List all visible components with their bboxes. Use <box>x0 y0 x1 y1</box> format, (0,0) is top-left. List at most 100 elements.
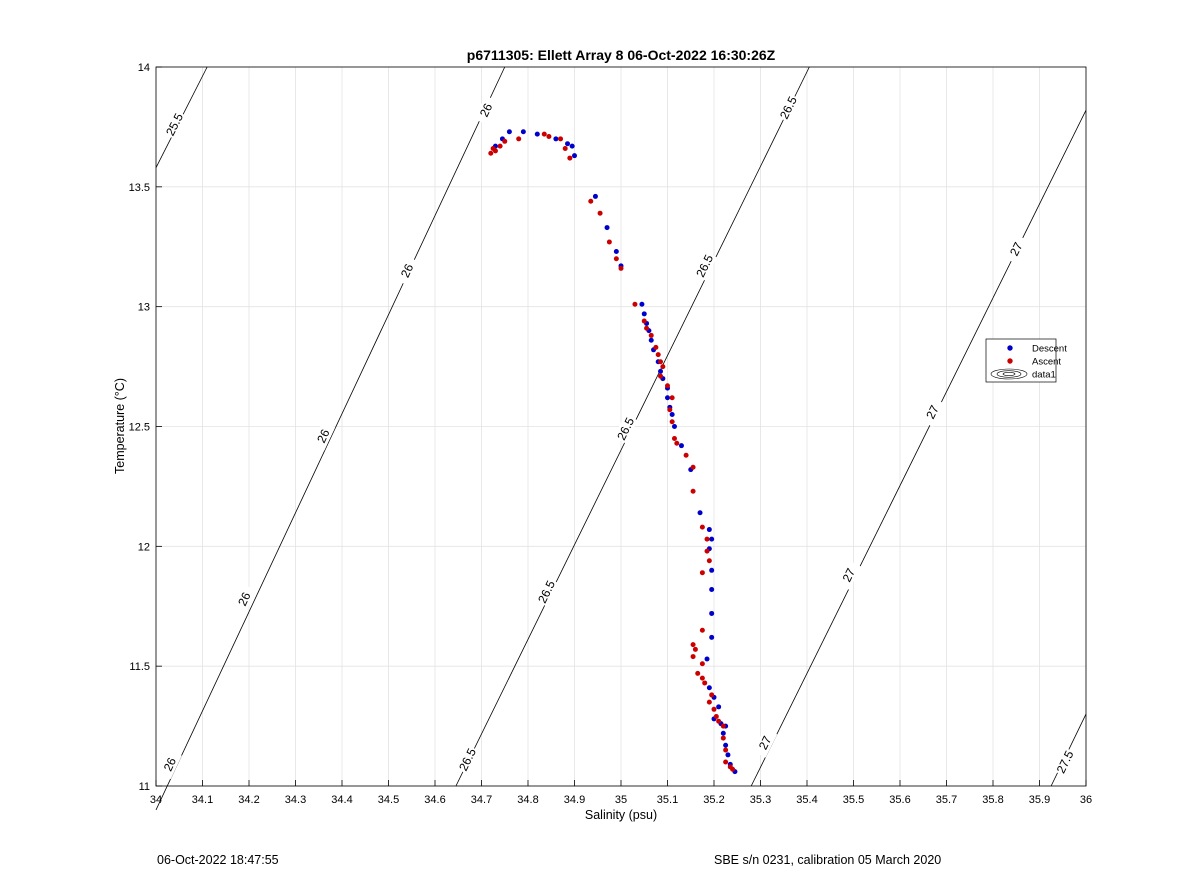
ascent-point <box>618 265 624 271</box>
contour-label-bg <box>534 577 559 607</box>
contour-label-bg <box>613 414 638 444</box>
descent-point <box>720 730 726 736</box>
descent-point <box>572 153 577 159</box>
descent-point <box>604 225 610 231</box>
x-tick-label: 34.7 <box>471 794 492 806</box>
x-tick-label: 35.9 <box>1029 794 1050 806</box>
ascent-point <box>702 680 708 686</box>
ascent-point <box>699 661 705 667</box>
ascent-point <box>558 136 564 142</box>
y-axis-label: Temperature (°C) <box>113 378 127 474</box>
legend-contour-icon <box>990 368 1028 380</box>
ascent-point <box>660 364 666 370</box>
x-tick-label: 35.4 <box>796 794 817 806</box>
y-tick-label: 11 <box>139 781 150 793</box>
x-tick-label: 36 <box>1080 794 1092 806</box>
ascent-point <box>699 675 705 681</box>
x-tick-label: 34.4 <box>331 794 352 806</box>
chart-title: p6711305: Ellett Array 8 06-Oct-2022 16:… <box>467 47 776 63</box>
ascent-point <box>567 155 573 161</box>
descent-point <box>709 634 715 640</box>
ascent-point <box>671 435 677 441</box>
x-axis: 34 34.1 34.2 34.3 34.4 34.5 34.6 34.7 34.8 34.9 35… <box>150 780 1092 806</box>
contour-label-bg <box>455 744 480 775</box>
contour-label-bg <box>232 584 257 614</box>
y-tick-label: 14 <box>138 62 150 74</box>
ascent-point <box>492 148 498 154</box>
ascent-point <box>488 150 494 156</box>
descent-point <box>725 752 731 758</box>
contour-label: 26 <box>398 261 416 279</box>
ascent-point <box>655 352 661 358</box>
contour-label-bg <box>692 251 717 281</box>
x-tick-label: 35.8 <box>982 794 1003 806</box>
ascent-point <box>723 747 729 753</box>
x-tick-label: 34.1 <box>192 794 213 806</box>
contour-line <box>155 66 506 811</box>
data-points <box>488 129 738 775</box>
ascent-point <box>562 145 568 151</box>
contour-label-bg <box>158 749 182 780</box>
ascent-point <box>713 713 719 719</box>
ascent-point <box>704 536 710 542</box>
contour-label: 27 <box>1007 240 1026 258</box>
descent-point <box>671 424 677 429</box>
descent-point <box>669 412 675 418</box>
ascent-point <box>699 627 705 633</box>
contour-label: 27 <box>923 403 942 421</box>
ascent-point <box>667 407 673 413</box>
ascent-point <box>690 464 696 470</box>
descent-point <box>641 311 647 317</box>
ascent-point <box>699 524 705 530</box>
ascent-point <box>497 143 503 149</box>
descent-point <box>709 586 715 592</box>
ascent-point <box>516 136 522 142</box>
ascent-point <box>692 646 698 652</box>
ascent-point <box>690 642 696 648</box>
ascent-point <box>644 325 650 331</box>
legend-ascent-marker <box>1007 358 1013 364</box>
ascent-point <box>711 706 717 712</box>
x-tick-label: 35.6 <box>889 794 910 806</box>
ascent-point <box>669 419 675 425</box>
legend-ascent-label: Ascent <box>1032 357 1061 368</box>
x-axis-label: Salinity (psu) <box>585 808 657 822</box>
ascent-point <box>690 488 696 494</box>
contour-label-bg <box>395 255 419 286</box>
x-tick-label: 34.3 <box>285 794 306 806</box>
descent-point <box>706 527 712 533</box>
descent-point <box>678 443 684 449</box>
descent-point <box>553 136 559 142</box>
ascent-point <box>606 239 612 245</box>
contour-label: 26 <box>235 590 253 608</box>
descent-point <box>716 704 722 710</box>
x-tick-label: 35.3 <box>750 794 771 806</box>
descent-point <box>709 567 715 573</box>
ascent-point <box>613 256 619 262</box>
x-tick-label: 35 <box>615 794 627 806</box>
contour-label: 26 <box>314 427 332 445</box>
ascent-point <box>648 332 654 338</box>
footer-calibration: SBE s/n 0231, calibration 05 March 2020 <box>714 853 942 867</box>
ascent-point <box>541 131 547 137</box>
contour-label: 26 <box>477 101 495 119</box>
x-tick-label: 35.2 <box>703 794 724 806</box>
contour-label-bg <box>474 95 499 125</box>
contour-line <box>750 109 1087 787</box>
contour-label-bg <box>162 109 187 140</box>
ascent-point <box>632 301 638 307</box>
contour-label: 27 <box>840 566 859 584</box>
descent-point <box>592 193 598 199</box>
y-tick-label: 11.5 <box>129 661 150 673</box>
ascent-point <box>720 735 726 741</box>
contour-label-bg <box>753 728 778 758</box>
legend-descent-label: Descent <box>1032 344 1067 355</box>
ascent-point <box>730 766 736 772</box>
ascent-point <box>588 198 594 204</box>
x-tick-label: 34.2 <box>238 794 259 806</box>
y-tick-label: 13.5 <box>129 182 150 194</box>
ascent-point <box>658 359 664 365</box>
ascent-point <box>709 692 715 698</box>
ascent-point <box>706 699 712 705</box>
ascent-point <box>502 138 508 144</box>
